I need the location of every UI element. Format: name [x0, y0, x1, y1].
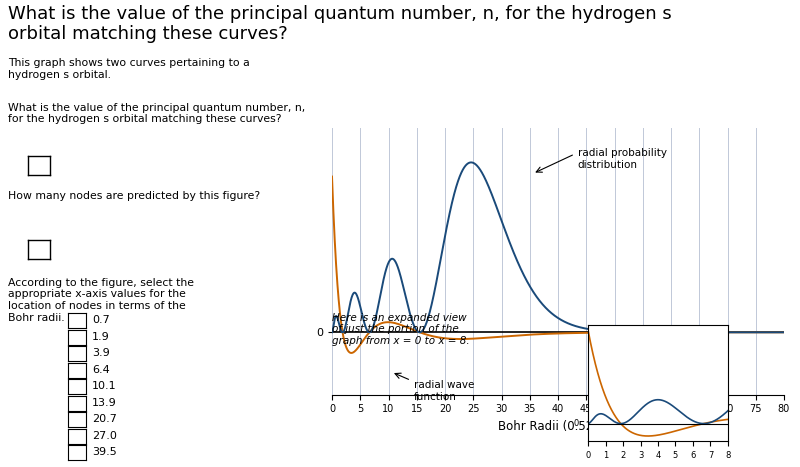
Text: Here is an expanded view
of just the portion of the
graph from x = 0 to x = 8.: Here is an expanded view of just the por… — [332, 313, 470, 346]
Text: radial probability
distribution: radial probability distribution — [578, 148, 666, 170]
Text: 1.9: 1.9 — [92, 332, 110, 342]
Text: 3.9: 3.9 — [92, 348, 110, 358]
Text: 6.4: 6.4 — [92, 365, 110, 375]
Text: 27.0: 27.0 — [92, 431, 117, 441]
Text: What is the value of the principal quantum number, n, for the hydrogen s
orbital: What is the value of the principal quant… — [8, 5, 672, 43]
Text: 0.7: 0.7 — [92, 315, 110, 325]
Text: How many nodes are predicted by this figure?: How many nodes are predicted by this fig… — [8, 191, 260, 201]
Text: 0: 0 — [574, 419, 579, 428]
Text: According to the figure, select the
appropriate x-axis values for the
location o: According to the figure, select the appr… — [8, 278, 194, 323]
X-axis label: Bohr Radii (0.529 Å): Bohr Radii (0.529 Å) — [498, 420, 618, 433]
Text: What is the value of the principal quantum number, n,
for the hydrogen s orbital: What is the value of the principal quant… — [8, 103, 306, 124]
Text: 10.1: 10.1 — [92, 382, 117, 391]
Text: 20.7: 20.7 — [92, 414, 117, 425]
Text: 13.9: 13.9 — [92, 398, 117, 408]
Text: This graph shows two curves pertaining to a
hydrogen s orbital.: This graph shows two curves pertaining t… — [8, 58, 250, 80]
Text: 39.5: 39.5 — [92, 447, 117, 458]
Text: radial wave
function: radial wave function — [414, 381, 474, 402]
